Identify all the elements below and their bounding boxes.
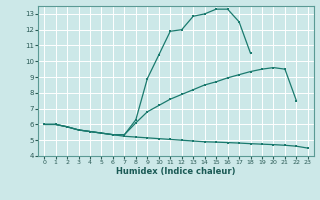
X-axis label: Humidex (Indice chaleur): Humidex (Indice chaleur): [116, 167, 236, 176]
